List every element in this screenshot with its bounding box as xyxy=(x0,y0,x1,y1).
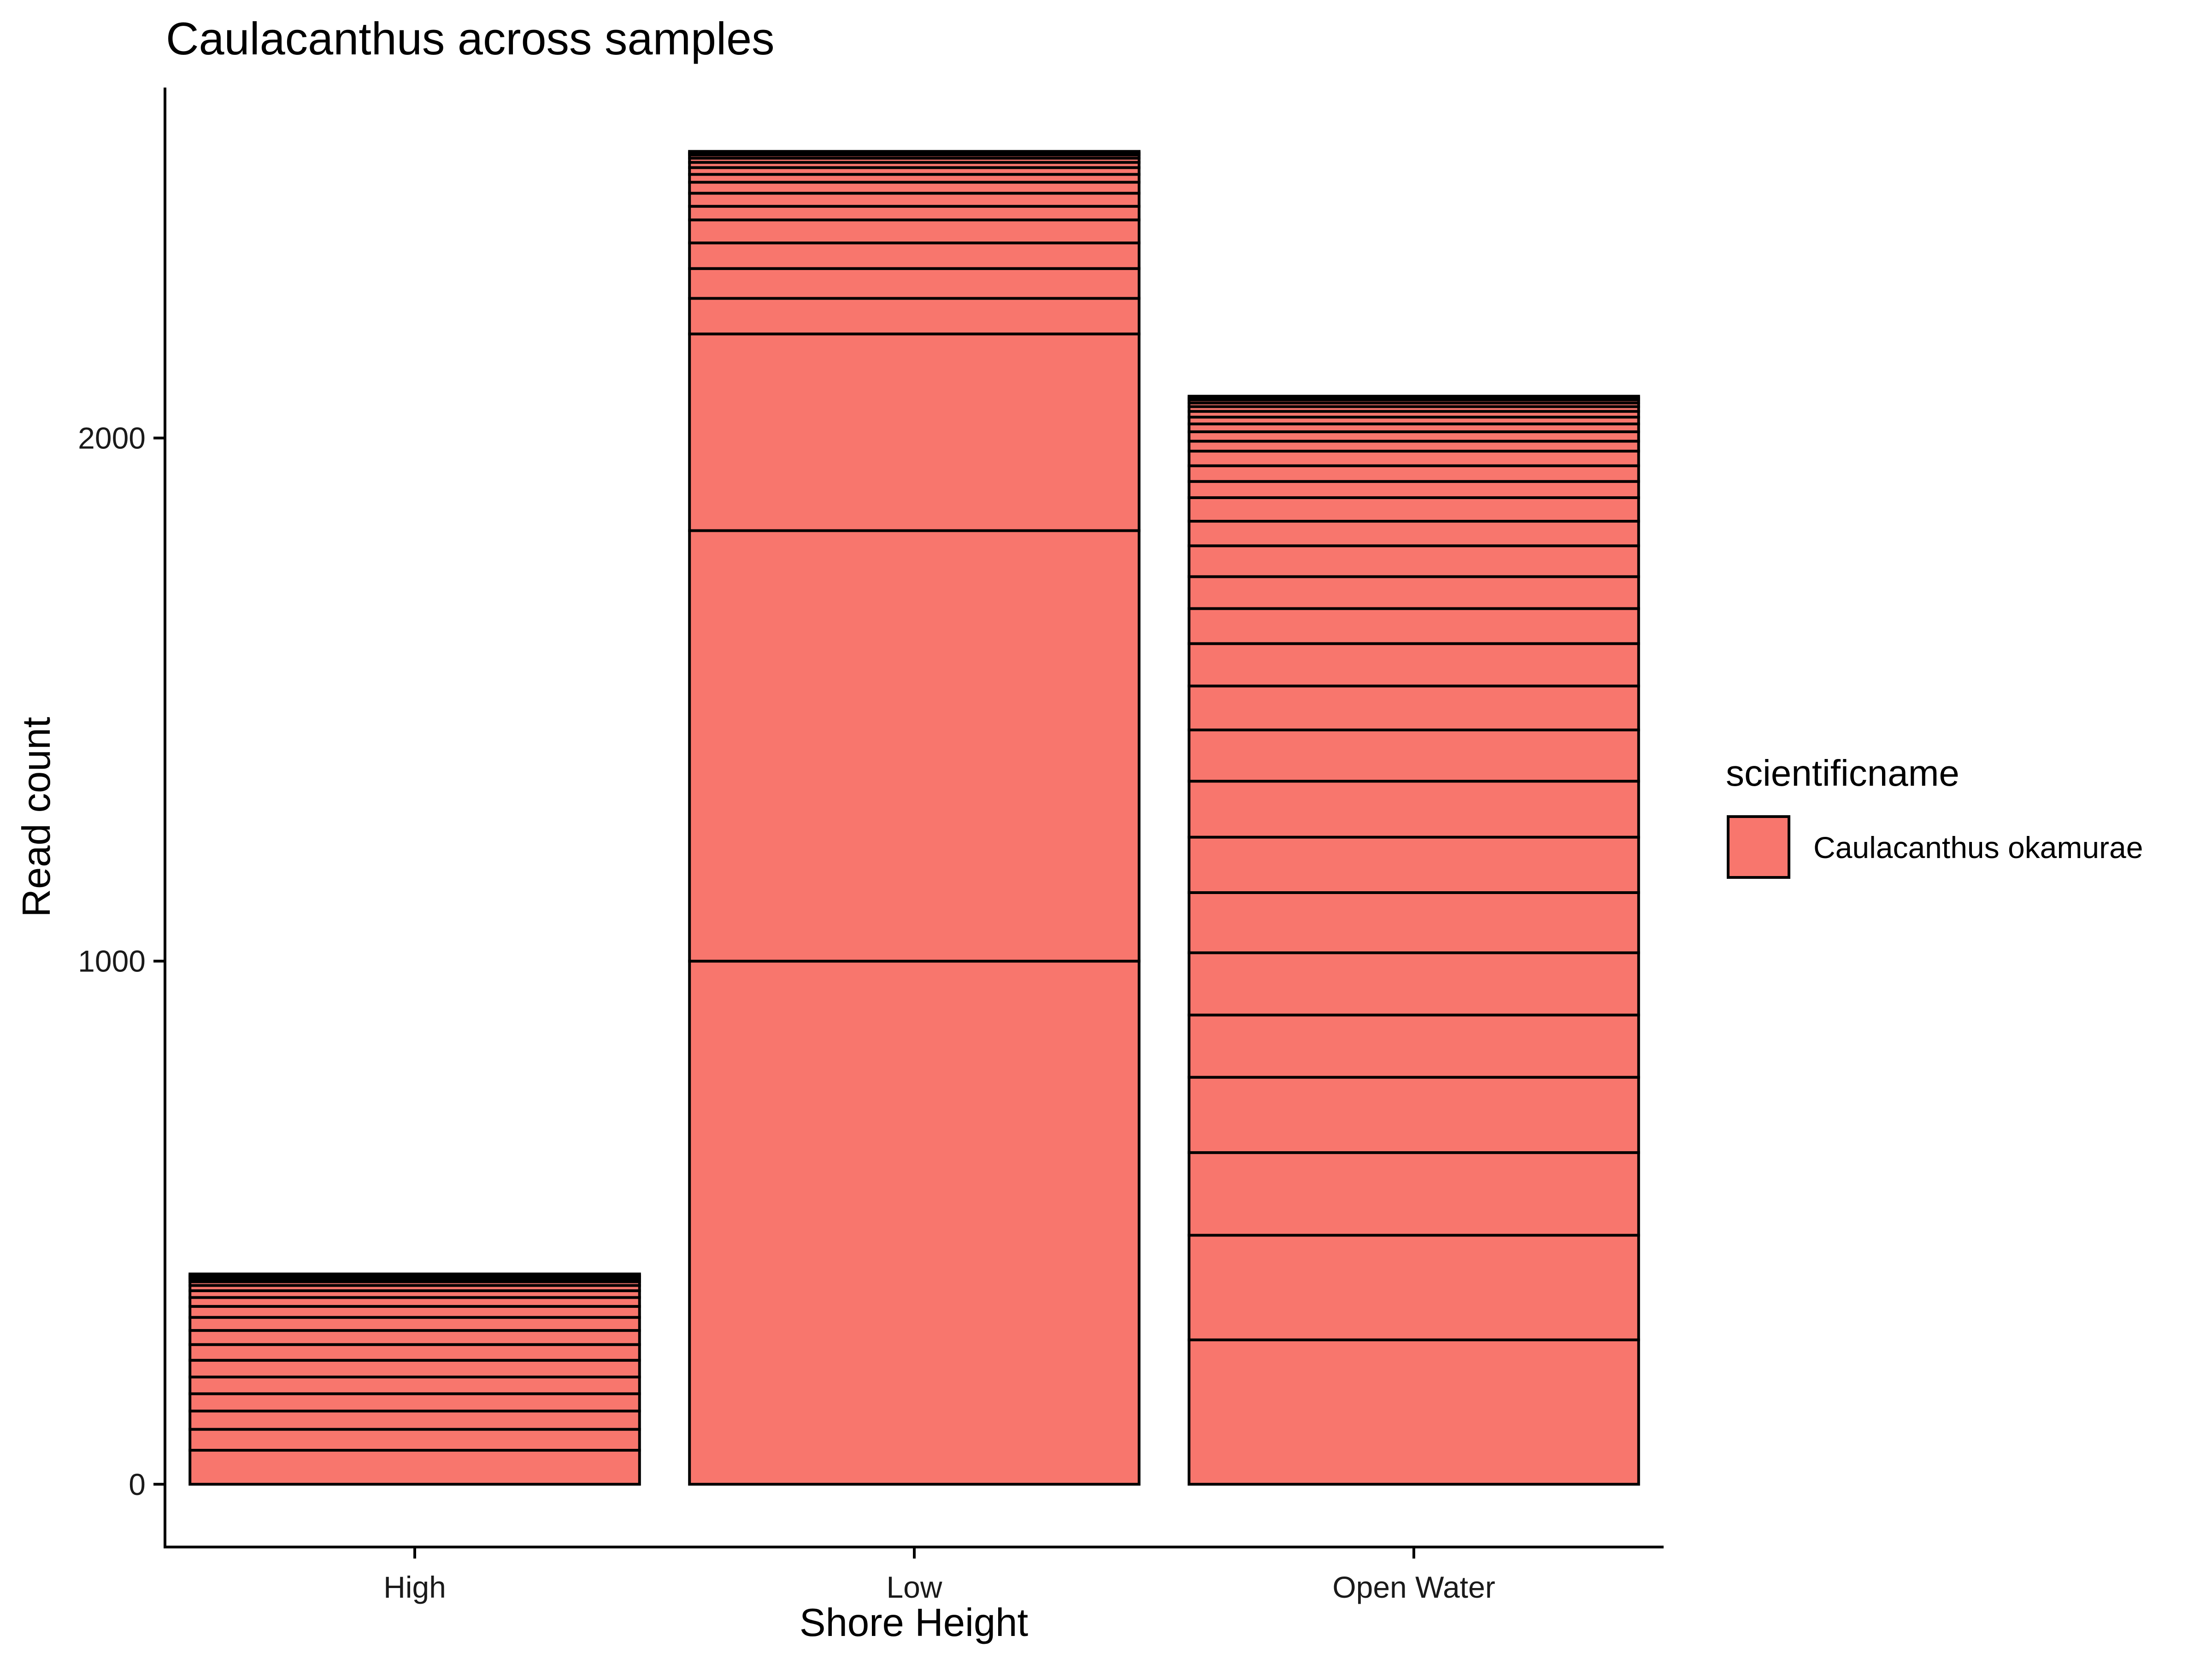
bar-segment-low-5 xyxy=(688,267,1141,300)
bar-segment-open-water-19 xyxy=(1188,464,1640,483)
bar-segment-open-water-6 xyxy=(1188,951,1640,1017)
bar-segment-open-water-5 xyxy=(1188,1013,1640,1079)
x-tick-label-high: High xyxy=(383,1570,446,1604)
bar-segment-low-17 xyxy=(688,150,1141,154)
bar-segment-high-7 xyxy=(188,1343,641,1362)
legend: scientificname Caulacanthus okamurae xyxy=(1726,753,2143,879)
legend-title: scientificname xyxy=(1726,753,1959,794)
x-tick-label-low: Low xyxy=(886,1570,942,1604)
bar-segment-open-water-17 xyxy=(1188,496,1640,523)
bar-segment-open-water-14 xyxy=(1188,575,1640,610)
bar-segment-high-5 xyxy=(188,1376,641,1395)
x-ticks: High Low Open Water xyxy=(383,1547,1495,1604)
bar-segment-high-6 xyxy=(188,1359,641,1379)
legend-key xyxy=(1727,815,1790,879)
bar-segment-open-water-13 xyxy=(1188,607,1640,645)
bar-segment-high-9 xyxy=(188,1316,641,1332)
bar-segment-open-water-12 xyxy=(1188,642,1640,688)
bar-segment-high-2 xyxy=(188,1428,641,1452)
bar-segment-open-water-7 xyxy=(1188,891,1640,954)
bar-segment-open-water-3 xyxy=(1188,1151,1640,1237)
bar-segment-low-1 xyxy=(688,959,1141,1486)
bar-segment-low-7 xyxy=(688,218,1141,245)
bar-segment-open-water-16 xyxy=(1188,520,1640,547)
bar-segment-open-water-9 xyxy=(1188,780,1640,839)
bar-segment-high-10 xyxy=(188,1305,641,1319)
bar-segment-high-1 xyxy=(188,1449,641,1486)
y-ticks: 0 1000 2000 xyxy=(78,421,165,1501)
x-axis-title: Shore Height xyxy=(800,1601,1028,1645)
bar-segment-low-2 xyxy=(688,529,1141,963)
bar-segment-open-water-2 xyxy=(1188,1234,1640,1341)
bar-segment-open-water-18 xyxy=(1188,480,1640,499)
y-axis-title: Read count xyxy=(15,717,59,918)
legend-label: Caulacanthus okamurae xyxy=(1813,830,2143,865)
bar-segment-open-water-11 xyxy=(1188,684,1640,731)
y-tick-label-1000: 1000 xyxy=(78,944,146,978)
bar-segment-low-8 xyxy=(688,205,1141,222)
bar-segment-open-water-21 xyxy=(1188,440,1640,453)
bar-segment-high-18 xyxy=(188,1272,641,1277)
bar-segment-low-9 xyxy=(688,192,1141,208)
y-tick-label-0: 0 xyxy=(129,1467,146,1501)
bar-segment-low-4 xyxy=(688,297,1141,335)
bar-segment-high-4 xyxy=(188,1392,641,1412)
bar-segment-open-water-20 xyxy=(1188,449,1640,467)
bars-group xyxy=(188,150,1640,1486)
bar-segment-open-water-1 xyxy=(1188,1338,1640,1486)
bar-segment-low-3 xyxy=(688,332,1141,532)
bar-segment-open-water-30 xyxy=(1188,394,1640,400)
bar-segment-high-8 xyxy=(188,1329,641,1346)
bar-segment-open-water-8 xyxy=(1188,835,1640,894)
bar-segment-open-water-10 xyxy=(1188,728,1640,783)
x-tick-label-open-water: Open Water xyxy=(1332,1570,1495,1604)
bar-segment-open-water-15 xyxy=(1188,544,1640,578)
bar-segment-low-10 xyxy=(688,181,1141,195)
bar-segment-high-3 xyxy=(188,1409,641,1431)
bar-segment-open-water-4 xyxy=(1188,1076,1640,1154)
y-tick-label-2000: 2000 xyxy=(78,421,146,455)
chart-title: Caulacanthus across samples xyxy=(166,13,775,64)
bar-segment-open-water-22 xyxy=(1188,430,1640,443)
bar-segment-low-6 xyxy=(688,241,1141,270)
